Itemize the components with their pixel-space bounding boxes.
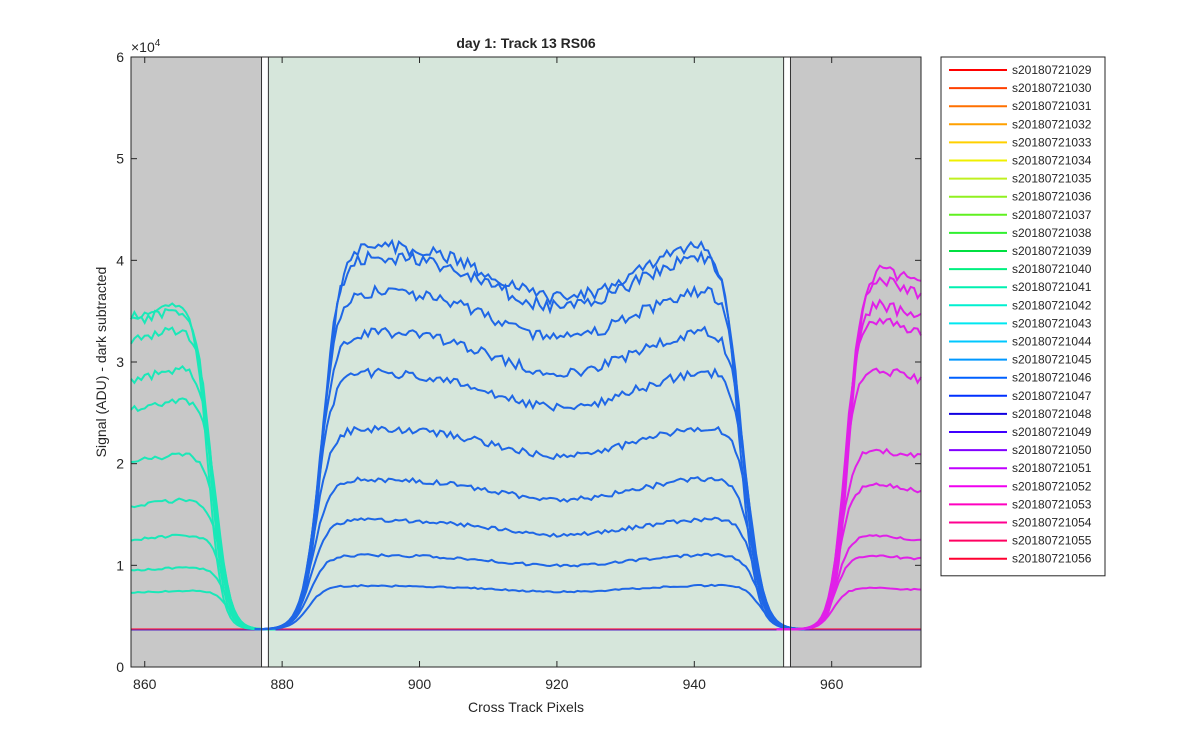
y-tick-label: 1 [116, 557, 124, 573]
legend-entry-label: s20180721050 [1012, 443, 1092, 457]
y-axis-label: Signal (ADU) - dark subtracted [93, 267, 109, 458]
legend-entry-label: s20180721041 [1012, 280, 1092, 294]
legend-entry-label: s20180721038 [1012, 226, 1092, 240]
series-lines [130, 238, 922, 631]
y-tick-label: 6 [116, 49, 124, 65]
x-tick-label: 880 [270, 676, 294, 692]
center-series-line-2 [254, 283, 805, 631]
legend-entry-label: s20180721043 [1012, 316, 1092, 330]
y-exponent-base: ×10 [131, 39, 155, 55]
legend-entry-label: s20180721049 [1012, 425, 1092, 439]
legend-entry-label: s20180721031 [1012, 99, 1092, 113]
shaded-region-1 [268, 57, 784, 667]
legend-entry-label: s20180721037 [1012, 208, 1092, 222]
y-tick-label: 3 [116, 354, 124, 370]
center-series-line-3 [254, 325, 805, 631]
legend-entry-label: s20180721029 [1012, 63, 1092, 77]
legend-entry-label: s20180721048 [1012, 407, 1092, 421]
legend-entry-label: s20180721044 [1012, 335, 1092, 349]
legend-entry-label: s20180721056 [1012, 552, 1092, 566]
legend-entry-label: s20180721032 [1012, 117, 1092, 131]
left-series-line-9 [130, 589, 276, 631]
center-series-line-7 [254, 516, 805, 631]
y-tick-label: 4 [116, 252, 124, 268]
right-series-line-9 [776, 586, 922, 631]
center-series-line-5 [254, 424, 805, 631]
legend-box [940, 56, 1106, 577]
x-tick-label: 860 [133, 676, 157, 692]
chart-title: day 1: Track 13 RS06 [456, 35, 596, 51]
y-exponent-power: 4 [155, 38, 161, 49]
legend-entry-label: s20180721046 [1012, 371, 1092, 385]
legend-entry-label: s20180721045 [1012, 353, 1092, 367]
x-tick-label: 940 [683, 676, 707, 692]
x-tick-label: 920 [545, 676, 569, 692]
legend-entry-label: s20180721053 [1012, 497, 1092, 511]
y-tick-label: 5 [116, 151, 124, 167]
legend-entry-label: s20180721030 [1012, 81, 1092, 95]
legend-entry-label: s20180721055 [1012, 534, 1092, 548]
legend-entry-label: s20180721039 [1012, 244, 1092, 258]
center-series-line-6 [254, 476, 805, 631]
legend-entry-label: s20180721033 [1012, 135, 1092, 149]
shaded-region-0 [131, 57, 262, 667]
x-tick-label: 900 [408, 676, 432, 692]
center-series-line-4 [254, 367, 805, 631]
legend-entry-label: s20180721042 [1012, 298, 1092, 312]
legend-entry-label: s20180721034 [1012, 154, 1092, 168]
y-tick-label: 2 [116, 456, 124, 472]
center-series-line-1 [254, 249, 805, 631]
y-tick-label: 0 [116, 659, 124, 675]
axes: 860 880 900 920 940 960 0 1 2 3 4 5 6 [116, 49, 922, 692]
legend-entry-label: s20180721054 [1012, 516, 1092, 530]
x-axis-label: Cross Track Pixels [468, 699, 584, 715]
y-exponent-label: ×104 [131, 38, 161, 55]
shaded-regions [131, 57, 921, 667]
center-series-line-9 [254, 583, 805, 631]
legend-entry-label: s20180721051 [1012, 461, 1092, 475]
x-tick-label: 960 [820, 676, 844, 692]
legend-entry-label: s20180721035 [1012, 172, 1092, 186]
center-series-line-8 [254, 552, 805, 631]
legend: s20180721029 s20180721030 s20180721031 s201… [940, 56, 1106, 577]
legend-entry-label: s20180721040 [1012, 262, 1092, 276]
boundary-lines [261, 57, 791, 667]
legend-entry-label: s20180721036 [1012, 190, 1092, 204]
legend-entry-label: s20180721047 [1012, 389, 1092, 403]
legend-entry-label: s20180721052 [1012, 479, 1092, 493]
